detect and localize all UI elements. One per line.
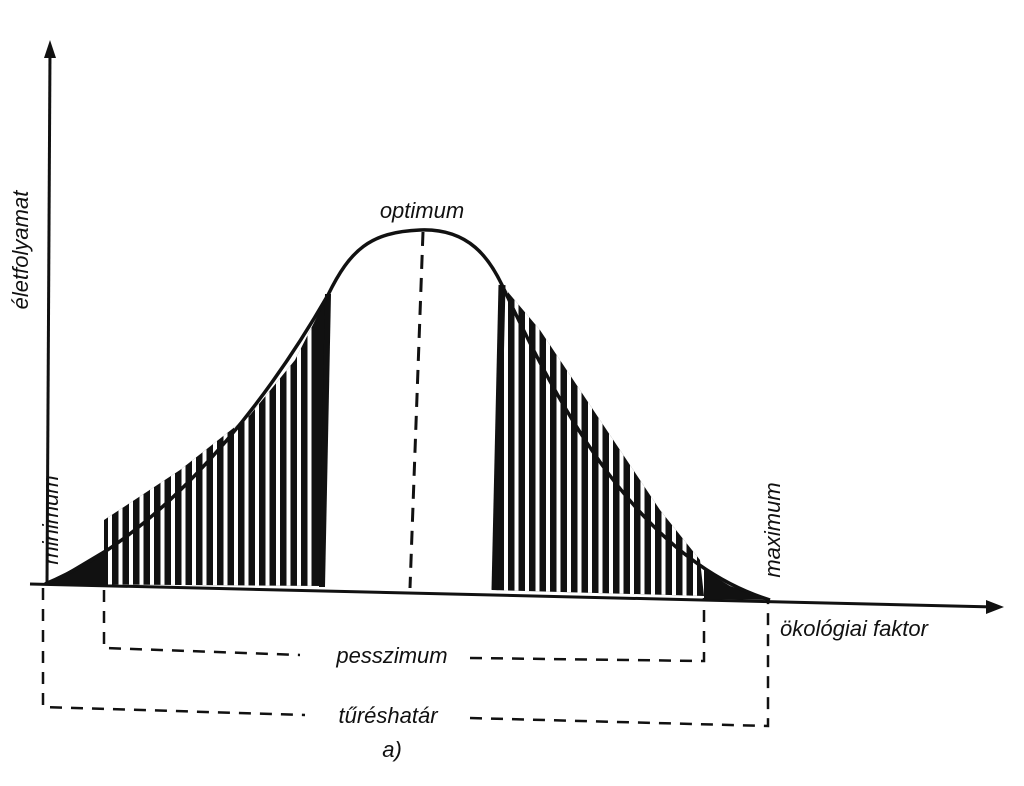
caption-label: a) xyxy=(382,737,402,762)
right-hatched-zone xyxy=(492,285,704,596)
minimum-label: minimum xyxy=(38,475,63,564)
right-tail-fill xyxy=(704,570,770,600)
y-axis xyxy=(44,40,56,586)
maximum-label: maximum xyxy=(760,482,785,577)
x-axis-label: ökológiai faktor xyxy=(780,616,930,641)
x-axis xyxy=(29,582,1004,614)
left-hatched-zone xyxy=(47,295,328,586)
pesszimum-bracket xyxy=(102,590,706,663)
y-axis-label: életfolyamat xyxy=(8,190,33,310)
tolerance-curve xyxy=(44,228,771,602)
tureshatar-label: tűréshatár xyxy=(338,703,439,728)
optimum-dashed-line xyxy=(408,231,425,589)
right-optimum-boundary xyxy=(491,284,506,591)
tureshatar-bracket xyxy=(41,588,770,728)
optimum-label: optimum xyxy=(380,198,464,223)
pesszimum-label: pesszimum xyxy=(335,643,447,668)
left-optimum-boundary xyxy=(319,293,331,588)
